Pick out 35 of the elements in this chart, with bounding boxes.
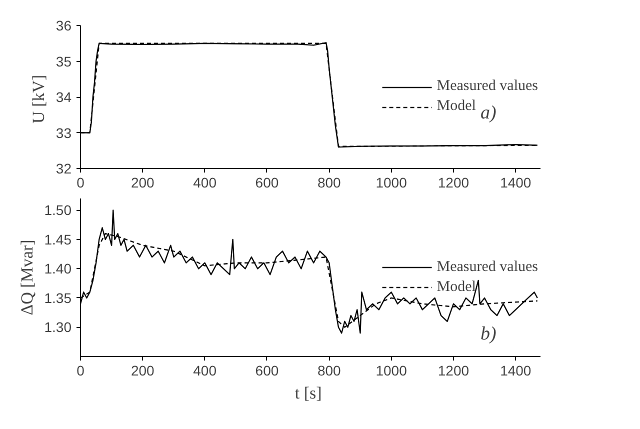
x-tick-label: 0 <box>76 362 85 378</box>
annotation: b) <box>480 324 496 344</box>
x-tick-label: 1200 <box>438 362 470 378</box>
y-tick-label: 1.45 <box>44 231 72 248</box>
x-tick-label: 1200 <box>438 174 470 190</box>
y-tick-label: 1.40 <box>44 260 72 277</box>
x-axis-title: t [s] <box>294 384 322 402</box>
legend-label: Model <box>436 98 476 115</box>
y-tick-label: 34 <box>56 89 72 105</box>
x-tick-label: 1000 <box>376 362 408 378</box>
y-tick-label: 35 <box>56 53 72 70</box>
x-tick-label: 600 <box>255 362 279 378</box>
y-tick-label: 1.30 <box>44 319 72 336</box>
y-tick-label: 1.35 <box>44 290 72 306</box>
y-tick-label: 1.50 <box>44 202 72 218</box>
x-tick-label: 200 <box>130 174 155 190</box>
x-tick-label: 200 <box>130 362 155 378</box>
legend-label: Model <box>436 278 476 296</box>
legend-label: Measured values <box>436 258 538 276</box>
x-tick-label: 600 <box>255 174 279 190</box>
y-tick-label: 32 <box>56 160 72 176</box>
x-tick-label: 800 <box>317 174 342 190</box>
y-tick-label: 36 <box>56 18 72 34</box>
y-tick-label: 33 <box>56 124 72 141</box>
y-axis-title: ΔQ [Mvar] <box>17 240 36 316</box>
x-tick-label: 1400 <box>500 174 532 190</box>
x-tick-label: 0 <box>76 174 85 190</box>
x-tick-label: 400 <box>193 362 217 378</box>
x-tick-label: 400 <box>193 174 217 190</box>
x-tick-label: 1000 <box>376 174 408 190</box>
x-tick-label: 800 <box>317 362 342 378</box>
annotation: a) <box>480 102 496 124</box>
y-axis-title: U [kV] <box>28 74 48 124</box>
legend-label: Measured values <box>436 78 538 95</box>
x-tick-label: 1400 <box>500 362 532 378</box>
